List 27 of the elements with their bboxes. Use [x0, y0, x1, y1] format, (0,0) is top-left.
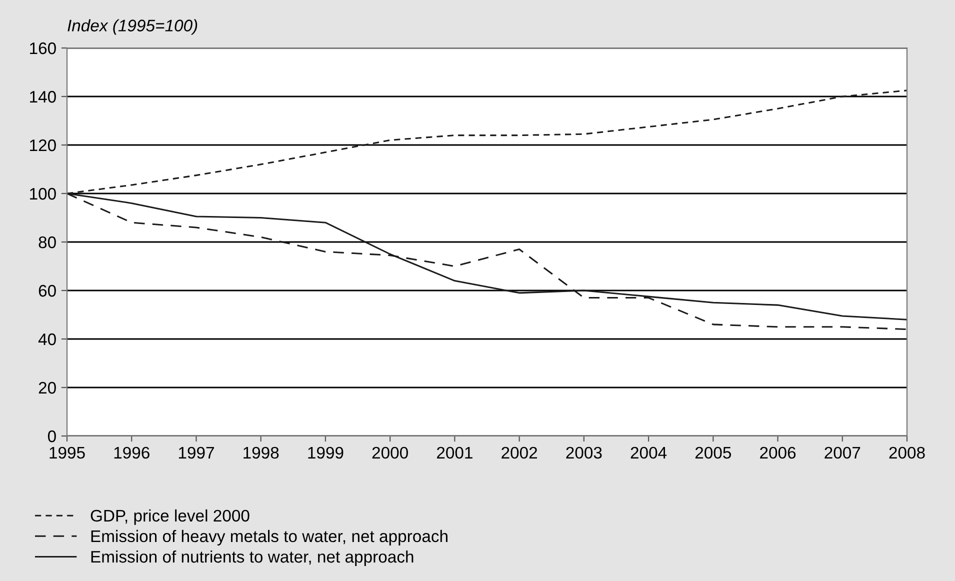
- x-tick-label: 2007: [824, 446, 860, 459]
- x-tick-label: 1997: [178, 446, 214, 459]
- x-tick-label: 1995: [50, 446, 85, 459]
- y-tick-label: 20: [38, 382, 56, 394]
- y-tick-label: 160: [30, 42, 56, 54]
- y-tick-label: 60: [38, 284, 56, 297]
- legend-label: Emission of heavy metals to water, net approach: [91, 530, 448, 546]
- x-tick-label: 2001: [436, 446, 472, 459]
- y-tick-label: 80: [38, 236, 56, 248]
- x-tick-label: 2008: [889, 446, 925, 459]
- y-tick-label: 0: [48, 430, 56, 442]
- x-tick-label: 2004: [630, 446, 667, 459]
- x-tick-label: 1996: [114, 446, 150, 459]
- legend-label: Emission of nutrients to water, net approach: [91, 550, 414, 566]
- x-tick-label: 2005: [695, 446, 731, 459]
- x-tick-label: 2002: [502, 446, 538, 459]
- x-tick-label: 2006: [760, 446, 796, 459]
- y-tick-label: 120: [30, 139, 56, 152]
- legend-label: GDP, price level 2000: [90, 509, 250, 525]
- x-tick-label: 2003: [566, 446, 602, 459]
- x-tick-label: 1999: [308, 446, 344, 459]
- y-axis-title: Index (1995=100): [68, 19, 198, 35]
- y-tick-label: 100: [30, 188, 56, 200]
- x-tick-label: 1998: [244, 446, 279, 459]
- x-tick-label: 2000: [372, 446, 408, 459]
- y-tick-label: 140: [30, 90, 56, 103]
- y-tick-label: 40: [38, 333, 56, 346]
